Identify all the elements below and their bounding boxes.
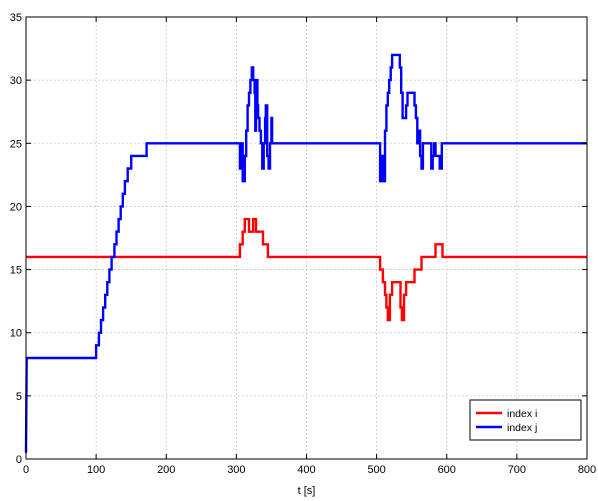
x-tick-label: 500 [367, 464, 385, 476]
y-tick-label: 35 [10, 12, 22, 24]
x-tick-label: 300 [227, 464, 245, 476]
series-line-2 [24, 53, 587, 453]
y-tick-label: 10 [10, 328, 22, 340]
series-line-1 [26, 217, 587, 322]
x-tick-label: 700 [508, 464, 526, 476]
y-tick-label: 5 [16, 391, 22, 403]
legend: index i index j [469, 399, 582, 441]
legend-label: index j [507, 422, 537, 434]
x-tick-label: 600 [438, 464, 456, 476]
legend-box [469, 399, 582, 441]
x-tick-label: 100 [87, 464, 105, 476]
x-tick-label: 800 [578, 464, 596, 476]
x-axis-label: t [s] [298, 485, 316, 497]
x-tick-label: 400 [297, 464, 315, 476]
x-tick-label: 0 [23, 464, 29, 476]
y-tick-label: 30 [10, 75, 22, 87]
y-tick-label: 15 [10, 265, 22, 277]
legend-label: index i [507, 408, 537, 420]
axis-ticks: 0 100 200 300 400 500 600 700 800 0 5 10 15 20 25 30 35 [10, 12, 596, 476]
series-lines [24, 53, 587, 453]
x-tick-label: 200 [157, 464, 175, 476]
y-tick-label: 20 [10, 201, 22, 213]
y-tick-label: 25 [10, 138, 22, 150]
y-tick-label: 0 [16, 454, 22, 466]
